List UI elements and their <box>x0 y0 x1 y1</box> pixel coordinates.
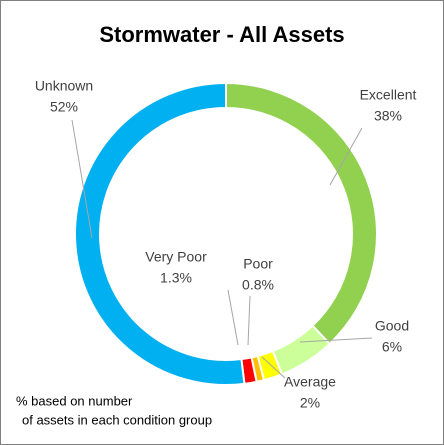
leader-line <box>261 356 286 379</box>
data-label: 0.8% <box>242 277 274 293</box>
data-label: 2% <box>300 395 320 411</box>
data-label: 1.3% <box>160 270 192 286</box>
slice-label: Excellent <box>360 87 417 103</box>
slice-label: Average <box>284 374 336 390</box>
leader-line <box>299 337 373 343</box>
leader-line <box>227 289 239 346</box>
note: % based on number <box>16 393 133 408</box>
slice-label: Very Poor <box>145 249 207 265</box>
slice-label: Unknown <box>35 78 93 94</box>
chart-title: Stormwater - All Assets <box>99 22 344 47</box>
leader-line <box>329 127 363 186</box>
donut-slice <box>74 81 246 386</box>
data-label: 52% <box>50 99 78 115</box>
leader-line <box>247 295 251 346</box>
data-label: 6% <box>382 339 402 355</box>
note: of assets in each condition group <box>22 412 212 427</box>
data-label: 38% <box>374 108 402 124</box>
slice-label: Good <box>375 318 409 334</box>
slice-label: Poor <box>243 256 273 272</box>
leader-line <box>71 119 93 239</box>
